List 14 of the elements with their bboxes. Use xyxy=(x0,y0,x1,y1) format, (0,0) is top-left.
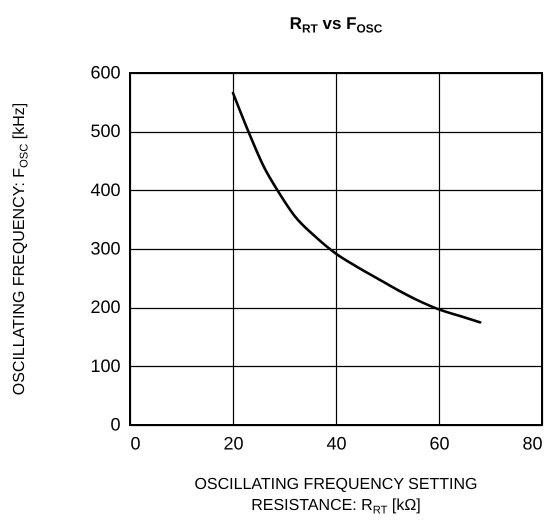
x-tick-label: 20 xyxy=(223,434,244,454)
x-tick-label: 80 xyxy=(522,434,542,454)
y-tick-label: 0 xyxy=(110,414,120,434)
x-tick-label: 60 xyxy=(429,434,450,454)
chart-title: R$_{RT}$ vs F$_{OSC}$ xyxy=(288,14,384,36)
y-tick-label: 400 xyxy=(90,180,120,200)
y-tick-label: 300 xyxy=(90,238,120,258)
y-tick-label: 600 xyxy=(90,62,120,82)
y-tick-label: 500 xyxy=(90,121,120,142)
y-tick-label: 200 xyxy=(90,297,120,318)
x-tick-label: 40 xyxy=(326,434,347,454)
y-tick-label: 100 xyxy=(90,356,120,376)
x-tick-label: 0 xyxy=(130,434,141,454)
x-axis-title: OSCILLATING FREQUENCY SETTING RESISTANCE: R$_{RT}$ [kΩ] xyxy=(193,475,478,516)
